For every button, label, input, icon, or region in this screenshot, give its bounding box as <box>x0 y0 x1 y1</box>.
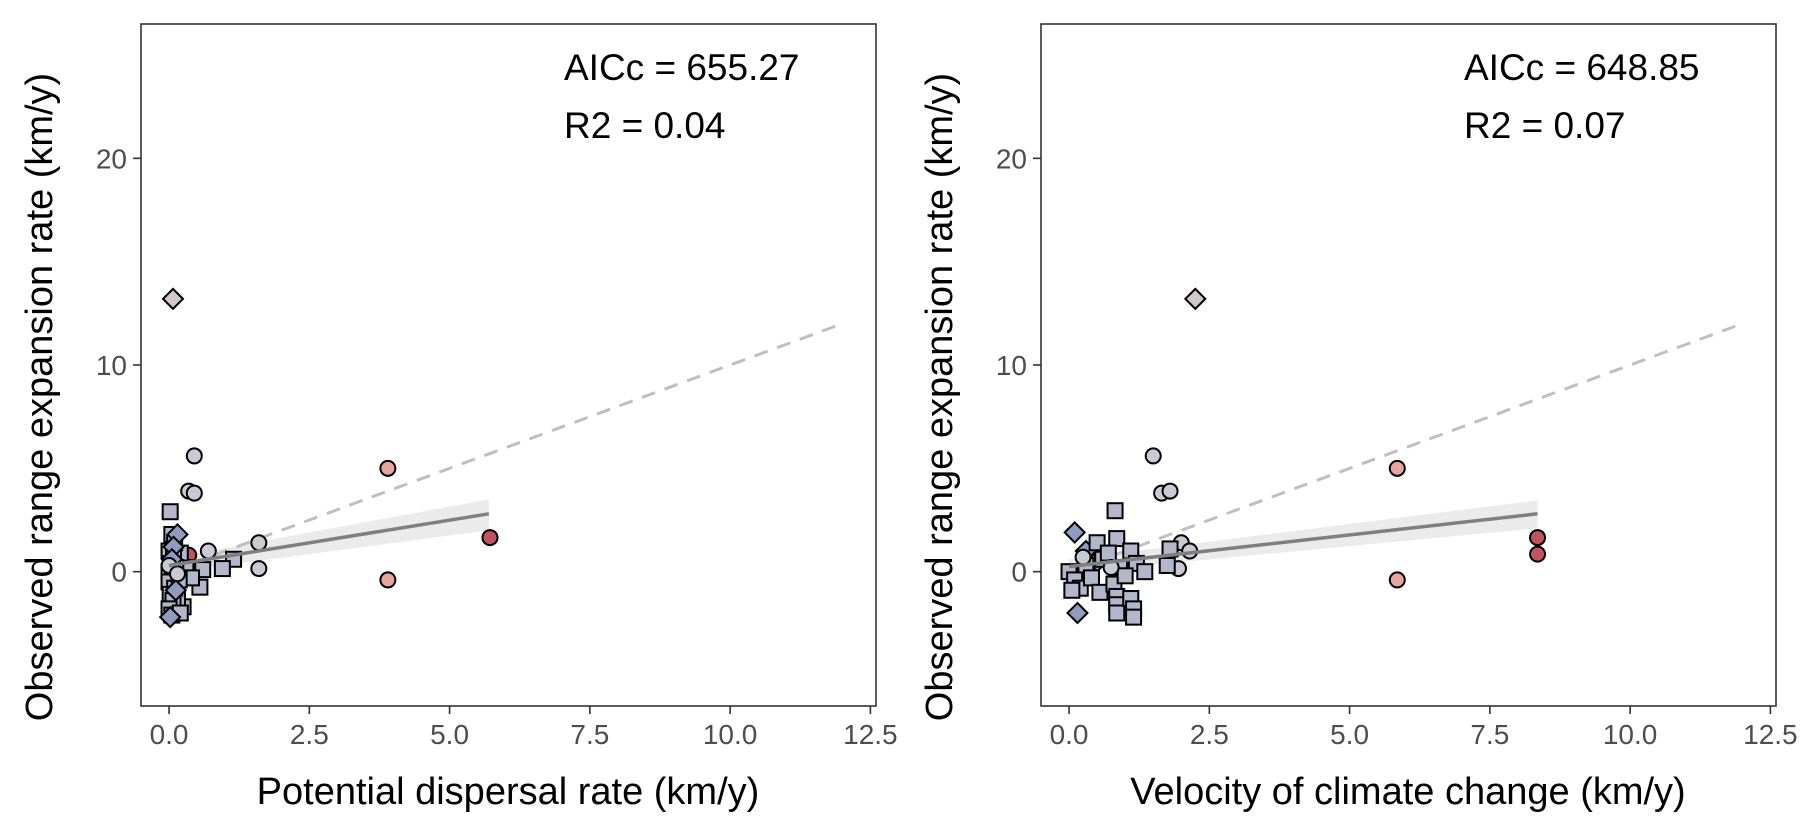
data-point-square <box>1091 583 1109 601</box>
data-point-circle <box>1074 548 1092 566</box>
y-axis-title: Observed range expansion rate (km/y) <box>19 73 61 721</box>
reference-line <box>168 322 843 574</box>
y-tick-label: 20 <box>96 143 127 174</box>
x-tick-label: 7.5 <box>1470 719 1509 750</box>
data-point-square <box>1108 530 1126 548</box>
x-axis-title: Velocity of climate change (km/y) <box>1130 771 1685 813</box>
y-tick-label: 20 <box>996 143 1027 174</box>
data-point-diamond <box>1063 520 1087 544</box>
data-point-circle <box>379 459 397 477</box>
data-point-circle <box>481 529 499 547</box>
y-tick-label: 0 <box>111 557 127 588</box>
confidence-band <box>169 499 489 573</box>
data-point-circle <box>168 565 186 583</box>
data-point-circle <box>1529 529 1547 547</box>
data-point-circle <box>250 534 268 552</box>
data-point-square <box>1106 502 1124 520</box>
data-point-square <box>1125 608 1143 626</box>
x-tick-label: 0.0 <box>1050 719 1089 750</box>
panel-border <box>140 23 877 707</box>
x-tick-label: 2.5 <box>290 719 329 750</box>
panel-dispersal: Observed range expansion rate (km/y) Pot… <box>19 23 898 813</box>
aicc-annotation: AICc = 655.27 <box>564 47 800 88</box>
data-point-square <box>1099 544 1117 562</box>
data-point-circle <box>379 571 397 589</box>
y-tick-label: 0 <box>1011 557 1027 588</box>
y-axis-title: Observed range expansion rate (km/y) <box>919 73 961 721</box>
x-axis-title: Potential dispersal rate (km/y) <box>257 771 760 813</box>
data-point-circle <box>1388 571 1406 589</box>
panel-climate-velocity: Observed range expansion rate (km/y) Vel… <box>919 23 1798 813</box>
data-point-circle <box>185 447 203 465</box>
data-point-square <box>1158 556 1176 574</box>
data-point-diamond <box>161 287 185 311</box>
data-point-diamond <box>164 578 188 602</box>
x-tick-label: 12.5 <box>1743 719 1798 750</box>
plot-area: 0.0 2.5 5.0 7.5 10.0 12.5 0 10 20 <box>996 23 1798 750</box>
data-point-square <box>1063 581 1081 599</box>
x-tick-label: 0.0 <box>150 719 189 750</box>
plot-area: 0.0 2.5 5.0 7.5 10.0 12.5 0 10 20 <box>96 23 898 750</box>
data-point-circle <box>199 542 217 560</box>
x-tick-label: 2.5 <box>1190 719 1229 750</box>
data-point-square <box>1116 567 1134 585</box>
x-tick-label: 10.0 <box>703 719 758 750</box>
data-point-diamond <box>1183 287 1207 311</box>
data-point-circle <box>1529 545 1547 563</box>
data-point-circle <box>1161 482 1179 500</box>
data-point-square <box>1136 563 1154 581</box>
r2-annotation: R2 = 0.07 <box>1464 105 1625 146</box>
data-point-circle <box>1144 447 1162 465</box>
panel-border <box>1040 23 1777 707</box>
data-point-diamond <box>158 605 182 629</box>
x-tick-label: 5.0 <box>430 719 469 750</box>
data-point-square <box>1108 604 1126 622</box>
data-point-square <box>213 560 231 578</box>
data-point-circle <box>1388 459 1406 477</box>
data-point-circle <box>250 560 268 578</box>
aicc-annotation: AICc = 648.85 <box>1464 47 1700 88</box>
x-tick-label: 12.5 <box>843 719 898 750</box>
y-tick-label: 10 <box>996 350 1027 381</box>
data-point-diamond <box>1066 601 1089 625</box>
data-point-circle <box>185 484 203 502</box>
r2-annotation: R2 = 0.04 <box>564 105 725 146</box>
data-point-square <box>1082 569 1100 587</box>
data-point-square <box>161 503 179 521</box>
x-tick-label: 5.0 <box>1330 719 1369 750</box>
regression-line <box>168 512 490 568</box>
y-tick-label: 10 <box>96 350 127 381</box>
x-tick-label: 10.0 <box>1603 719 1658 750</box>
regression-line <box>1068 512 1538 569</box>
x-tick-label: 7.5 <box>570 719 609 750</box>
